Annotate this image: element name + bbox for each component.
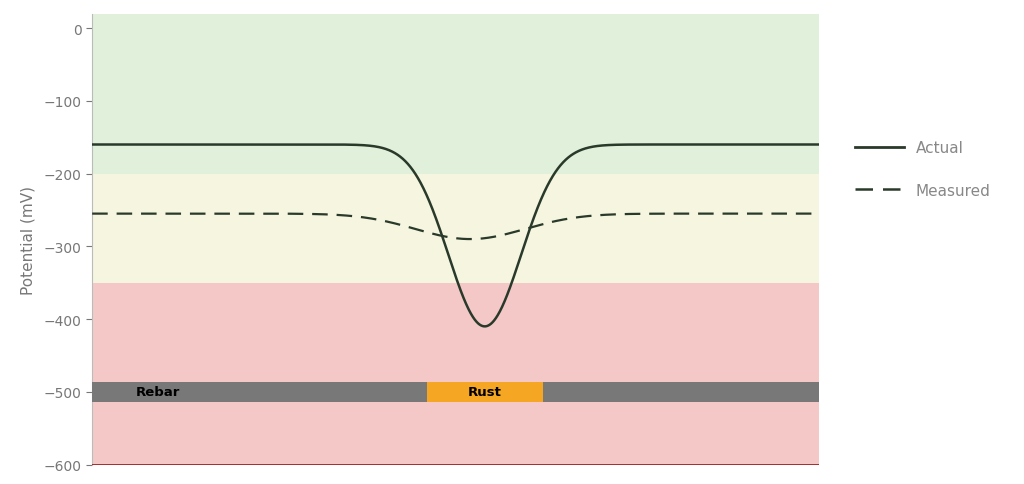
Legend: Actual, Measured: Actual, Measured	[849, 135, 996, 204]
Bar	[92, 382, 819, 402]
Text: Rebar: Rebar	[136, 386, 180, 398]
Y-axis label: Potential (mV): Potential (mV)	[20, 185, 36, 294]
Bar	[92, 15, 819, 174]
Bar	[92, 283, 819, 465]
Text: Rust: Rust	[468, 386, 502, 398]
Bar	[427, 382, 543, 402]
Bar	[92, 174, 819, 283]
